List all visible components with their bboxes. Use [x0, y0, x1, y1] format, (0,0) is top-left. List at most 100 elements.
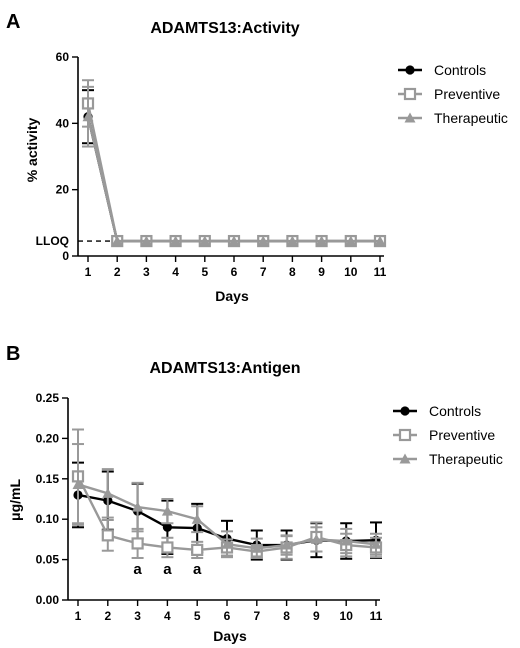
p2-series-preventive-point	[161, 541, 174, 554]
p2-x-tick-label: 5	[194, 609, 201, 623]
p1-series-therapeutic-point	[140, 235, 152, 246]
p1-legend-preventive: Preventive	[398, 86, 500, 102]
y-axis-label-a: % activity	[24, 117, 40, 182]
p1-series-preventive	[81, 79, 387, 248]
p2-series-preventive-point	[101, 529, 114, 542]
p1-legend-controls-label: Controls	[434, 62, 486, 78]
p2-x-tick-label: 10	[340, 609, 354, 623]
p1-legend-controls: Controls	[398, 62, 486, 78]
p2-annotation: a	[163, 561, 172, 578]
p1-x-tick-label: 3	[143, 265, 150, 279]
p1-legend-controls-marker	[405, 65, 415, 75]
p1-y-tick-label: 20	[56, 183, 70, 197]
p1-series-controls-line	[86, 116, 380, 243]
p2-x-tick-label: 4	[164, 609, 171, 623]
legend-b: Controls Preventive Therapeutic	[393, 403, 503, 467]
p1-legend-therapeutic-label: Therapeutic	[434, 110, 508, 126]
p1-x-tick-label: 8	[289, 265, 296, 279]
p2-series-controls-point	[162, 522, 172, 532]
chart-title-b: ADAMTS13:Antigen	[149, 360, 300, 377]
p1-series-therapeutic-point	[199, 235, 211, 246]
p2-series-therapeutic-point	[132, 501, 144, 512]
p1-y-tick-label: 40	[56, 116, 70, 130]
p2-series-therapeutic-point	[340, 535, 352, 546]
p2-x-tick-label: 1	[75, 609, 82, 623]
p2-x-tick-label: 2	[104, 609, 111, 623]
p2-annotation: a	[193, 561, 202, 578]
p2-legend-controls-label: Controls	[429, 403, 481, 419]
p2-legend-controls-marker	[400, 406, 410, 416]
p2-x-tick-label: 3	[134, 609, 141, 623]
p2-series-therapeutic-point	[221, 538, 233, 549]
p1-series-therapeutic-point	[228, 235, 240, 246]
p1-x-tick-label: 2	[114, 265, 121, 279]
p1-x-tick-label: 10	[344, 265, 358, 279]
p1-legend-preventive-marker	[403, 87, 417, 101]
x-axis-label-a: Days	[215, 288, 249, 304]
p1-series-therapeutic-point	[257, 235, 269, 246]
p1-series-controls	[82, 89, 385, 246]
p2-series-therapeutic-point	[310, 533, 322, 544]
p2-series-preventive-point	[131, 537, 144, 550]
p2-legend-preventive-label: Preventive	[429, 427, 495, 443]
p2-y-tick-label: 0.25	[36, 391, 60, 405]
p1-x-tick-label: 4	[172, 265, 179, 279]
panel-letter-a: A	[6, 11, 20, 33]
p2-legend-preventive-marker	[398, 428, 412, 442]
p2-legend-therapeutic-label: Therapeutic	[429, 451, 503, 467]
p2-series-therapeutic-point	[370, 538, 382, 549]
p2-legend-therapeutic-marker	[399, 453, 411, 464]
p1-series-therapeutic-point	[374, 235, 386, 246]
panel-a: A ADAMTS13:Activity % activity Days 0 20 4…	[6, 11, 508, 304]
p2-y-tick-label: 0.00	[36, 593, 60, 607]
p1-legend-preventive-label: Preventive	[434, 86, 500, 102]
p1-series-therapeutic-point	[82, 111, 94, 122]
p2-series-therapeutic-point	[161, 505, 173, 516]
chart-title-a: ADAMTS13:Activity	[150, 20, 299, 37]
p2-series-therapeutic-point	[102, 487, 114, 498]
p2-y-tick-label: 0.05	[36, 553, 60, 567]
p2-y-tick-label: 0.15	[36, 472, 60, 486]
p2-series-therapeutic-point	[72, 478, 84, 489]
p2-legend-therapeutic: Therapeutic	[393, 451, 503, 467]
p2-legend-preventive: Preventive	[393, 427, 495, 443]
p2-series-therapeutic-point	[281, 539, 293, 550]
p2-x-tick-label: 8	[283, 609, 290, 623]
panel-letter-b: B	[6, 343, 20, 365]
p1-legend-therapeutic: Therapeutic	[398, 110, 508, 126]
p1-x-tick-label: 5	[201, 265, 208, 279]
p2-y-tick-label: 0.20	[36, 431, 60, 445]
p2-x-tick-label: 9	[313, 609, 320, 623]
axes-a: 0 20 40 60 1 2 3 4 5 6 7 8 9 10 11 LLOQ	[36, 50, 387, 279]
panel-b: B ADAMTS13:Antigen μg/mL Days 0.000.050.…	[6, 343, 503, 644]
plot-area-a	[81, 79, 387, 248]
p1-x-tick-label: 7	[260, 265, 267, 279]
p2-x-tick-label: 6	[224, 609, 231, 623]
p1-series-therapeutic-point	[286, 235, 298, 246]
legend-a: Controls Preventive Therapeutic	[398, 62, 508, 126]
p1-series-therapeutic-line	[86, 116, 380, 243]
p1-x-tick-label: 6	[231, 265, 238, 279]
p2-legend-controls: Controls	[393, 403, 481, 419]
p1-x-tick-label: 1	[85, 265, 92, 279]
p1-series-preventive-line	[86, 103, 380, 243]
p2-series-therapeutic-point	[251, 542, 263, 553]
p1-series-therapeutic	[82, 85, 386, 246]
p2-y-tick-label: 0.10	[36, 512, 60, 526]
p1-y-tick-label: 0	[62, 249, 69, 263]
p2-annotation: a	[133, 561, 142, 578]
p1-series-therapeutic-point	[316, 235, 328, 246]
p1-series-therapeutic-point	[111, 235, 123, 246]
p2-series-therapeutic-point	[191, 513, 203, 524]
p1-legend-therapeutic-marker	[404, 112, 416, 123]
p1-y-tick-label: 60	[56, 50, 70, 64]
p1-series-therapeutic-point	[345, 235, 357, 246]
p2-x-tick-label: 7	[253, 609, 260, 623]
p2-series-therapeutic	[72, 443, 382, 559]
y-axis-label-b: μg/mL	[7, 479, 23, 521]
axes-b: 0.00 0.05 0.10 0.15 0.20 0.25 1 2 3 4 5 6 7 8 9 10 11	[36, 391, 383, 623]
p2-x-tick-label: 11	[370, 609, 383, 623]
x-axis-label-b: Days	[213, 628, 247, 644]
